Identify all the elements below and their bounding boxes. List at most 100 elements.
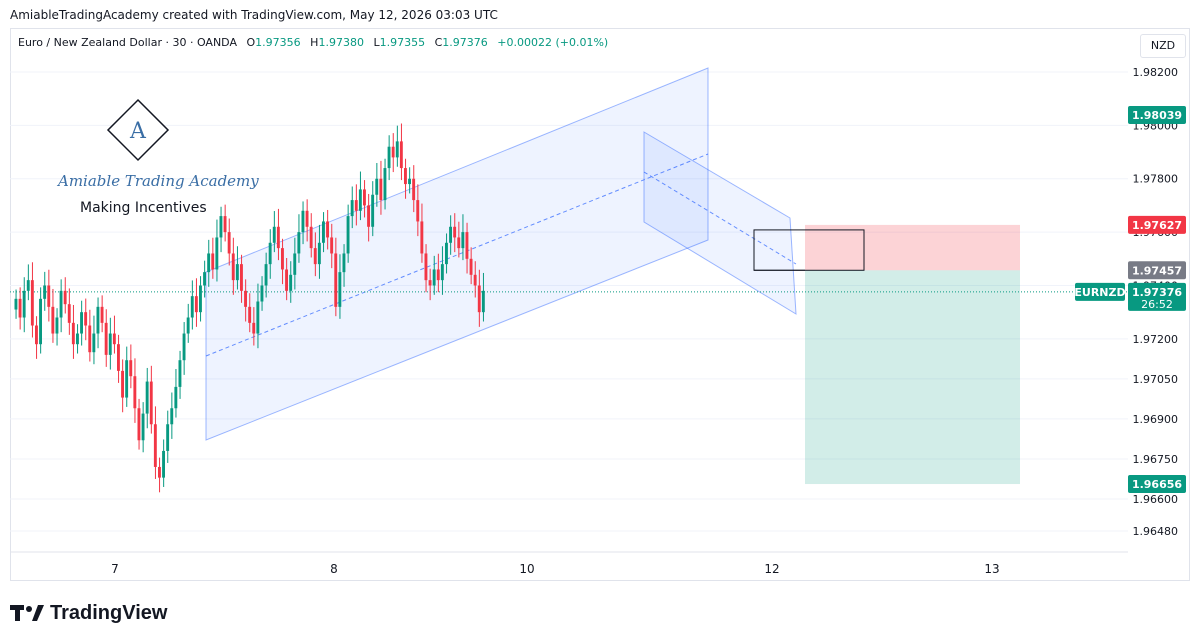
ohlc-legend: Euro / New Zealand Dollar · 30 · OANDA O… (18, 36, 608, 49)
candle-body (35, 325, 38, 345)
candle-body (424, 253, 428, 281)
candle-body (26, 280, 30, 291)
candle-body (186, 317, 190, 334)
candle-body (272, 226, 276, 243)
tradingview-logo[interactable]: TradingView (10, 600, 167, 626)
candle-body (322, 221, 325, 243)
academy-logo: A (56, 96, 226, 226)
open-label: O (246, 36, 256, 49)
entry-box (753, 229, 865, 271)
candle-body (108, 333, 112, 355)
currency-button[interactable]: NZD (1140, 34, 1186, 58)
candle-body (440, 264, 444, 281)
candle-body (416, 200, 420, 222)
candle-body (145, 381, 149, 414)
candle-body (428, 280, 432, 286)
price-tag (1128, 215, 1186, 234)
academy-brand: Amiable Trading Academy (58, 172, 259, 190)
candle-body (330, 237, 334, 254)
candle-body (313, 248, 317, 265)
candle-body (223, 216, 227, 233)
candle-body (211, 253, 215, 270)
price-tag-label: 1.97376 (1132, 286, 1182, 299)
candle-body (293, 253, 297, 275)
candle-body (268, 242, 272, 265)
logo-letter: A (129, 119, 147, 144)
candle-body (80, 312, 83, 334)
change-value: +0.00022 (+0.01%) (497, 36, 609, 49)
stop-loss-zone (805, 224, 1020, 271)
candle-body (47, 285, 51, 307)
chart-frame (10, 28, 1190, 581)
candle-body (104, 322, 108, 355)
candle-body (22, 290, 26, 318)
candle-body (149, 381, 153, 425)
candle-body (346, 216, 350, 254)
diamond-logo-icon: A (106, 98, 170, 162)
academy-tagline: Making Incentives (80, 200, 207, 216)
price-tag (1128, 282, 1186, 311)
time-tick-label: 12 (764, 562, 779, 576)
candle-body (59, 290, 63, 318)
tradingview-wordmark: TradingView (50, 601, 168, 624)
close-label: C (434, 36, 443, 49)
price-tag (1128, 475, 1186, 494)
candle-body (289, 274, 293, 291)
candle-body (162, 450, 165, 478)
price-tick-label: 1.96480 (1133, 525, 1179, 538)
candle-body (367, 205, 370, 227)
candle-body (358, 189, 362, 211)
candle-body (404, 168, 407, 185)
price-channel (205, 67, 797, 441)
countdown-label: 26:52 (1141, 298, 1173, 311)
grid (10, 71, 1128, 532)
descending-midline (643, 171, 797, 265)
candle-body (445, 242, 448, 265)
candle-body (285, 269, 288, 291)
candle-body (371, 194, 375, 227)
candle-body (305, 210, 309, 227)
candle-body (281, 248, 284, 270)
candle-body (326, 221, 329, 238)
low-label: L (373, 36, 380, 49)
open-value: 1.97356 (255, 36, 301, 49)
candle-body (14, 298, 18, 310)
candle-body (301, 210, 305, 233)
candle-body (334, 253, 338, 307)
candle-body (465, 232, 469, 259)
candle-body (30, 280, 34, 326)
candle-body (194, 296, 198, 313)
candle-body (121, 370, 124, 398)
candle-body (43, 285, 47, 299)
candle-body (51, 306, 55, 334)
price-tick-label: 1.98200 (1133, 66, 1179, 79)
candle-body (190, 296, 194, 318)
candle-body (432, 269, 436, 286)
candle-body (207, 253, 211, 273)
ascending-channel (205, 67, 709, 441)
candle-body (420, 221, 424, 254)
candle-body (153, 424, 157, 467)
candle-body (137, 408, 141, 441)
close-value: 1.97376 (442, 36, 488, 49)
high-label: H (310, 36, 319, 49)
price-tag-label: 1.96656 (1132, 478, 1182, 491)
price-tick-label: 1.97050 (1133, 373, 1179, 386)
candle-body (203, 272, 206, 286)
candle-body (276, 226, 280, 249)
price-tag (1128, 261, 1186, 280)
candle-body (84, 312, 88, 326)
candle-body (67, 304, 71, 323)
take-profit-zone (805, 270, 1020, 485)
symbol-tag-label: EURNZD (1074, 286, 1125, 299)
candle-body (166, 424, 170, 451)
candle-body (125, 360, 129, 398)
candle-body (260, 285, 264, 302)
candle-body (338, 272, 342, 307)
candle-body (363, 189, 366, 206)
price-tick-label: 1.96750 (1133, 453, 1179, 466)
price-tick-label: 1.97800 (1133, 173, 1179, 186)
candle-body (76, 333, 79, 345)
